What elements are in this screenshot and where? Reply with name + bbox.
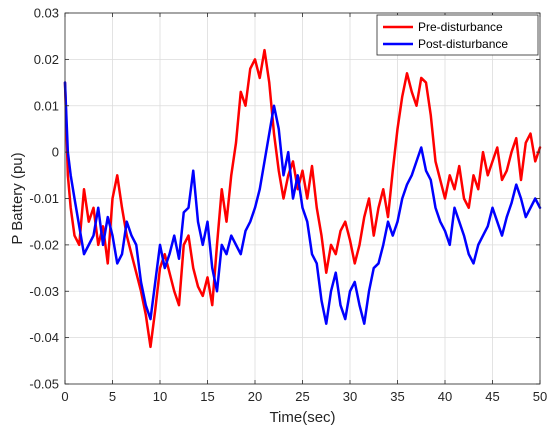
x-tick-label: 45 bbox=[485, 389, 499, 404]
y-tick-label: -0.05 bbox=[29, 377, 59, 392]
legend-box bbox=[376, 14, 539, 56]
y-tick-label: -0.02 bbox=[29, 237, 59, 252]
x-tick-label: 15 bbox=[200, 389, 214, 404]
y-tick-label: 0 bbox=[52, 145, 59, 160]
x-tick-label: 0 bbox=[61, 389, 68, 404]
legend-label-post-disturbance: Post-disturbance bbox=[418, 37, 508, 51]
y-tick-label: -0.04 bbox=[29, 330, 59, 345]
legend: Pre-disturbance Post-disturbance bbox=[376, 14, 539, 56]
x-tick-label: 50 bbox=[533, 389, 547, 404]
x-tick-label: 5 bbox=[109, 389, 116, 404]
y-axis-ticks: 0.03 0.02 0.01 0 -0.01 -0.02 -0.03 -0.04 -0.05 bbox=[29, 6, 540, 392]
x-tick-label: 10 bbox=[153, 389, 167, 404]
x-tick-label: 35 bbox=[390, 389, 404, 404]
x-tick-label: 30 bbox=[343, 389, 357, 404]
y-tick-label: 0.03 bbox=[34, 6, 59, 21]
x-axis-label: Time(sec) bbox=[269, 409, 335, 426]
series-line-pre-disturbance bbox=[63, 48, 542, 349]
y-tick-label: -0.03 bbox=[29, 284, 59, 299]
x-tick-label: 20 bbox=[248, 389, 262, 404]
y-tick-label: -0.01 bbox=[29, 191, 59, 206]
y-axis-label: P Battery (pu) bbox=[9, 152, 26, 244]
series-line-post-disturbance bbox=[63, 81, 542, 325]
y-tick-label: 0.01 bbox=[34, 98, 59, 113]
x-tick-label: 25 bbox=[295, 389, 309, 404]
legend-label-pre-disturbance: Pre-disturbance bbox=[418, 20, 503, 34]
series-layer bbox=[63, 48, 542, 349]
y-tick-label: 0.02 bbox=[34, 52, 59, 67]
x-axis-ticks: 0 5 10 15 20 25 30 35 40 45 50 bbox=[61, 13, 547, 404]
x-tick-label: 40 bbox=[438, 389, 452, 404]
